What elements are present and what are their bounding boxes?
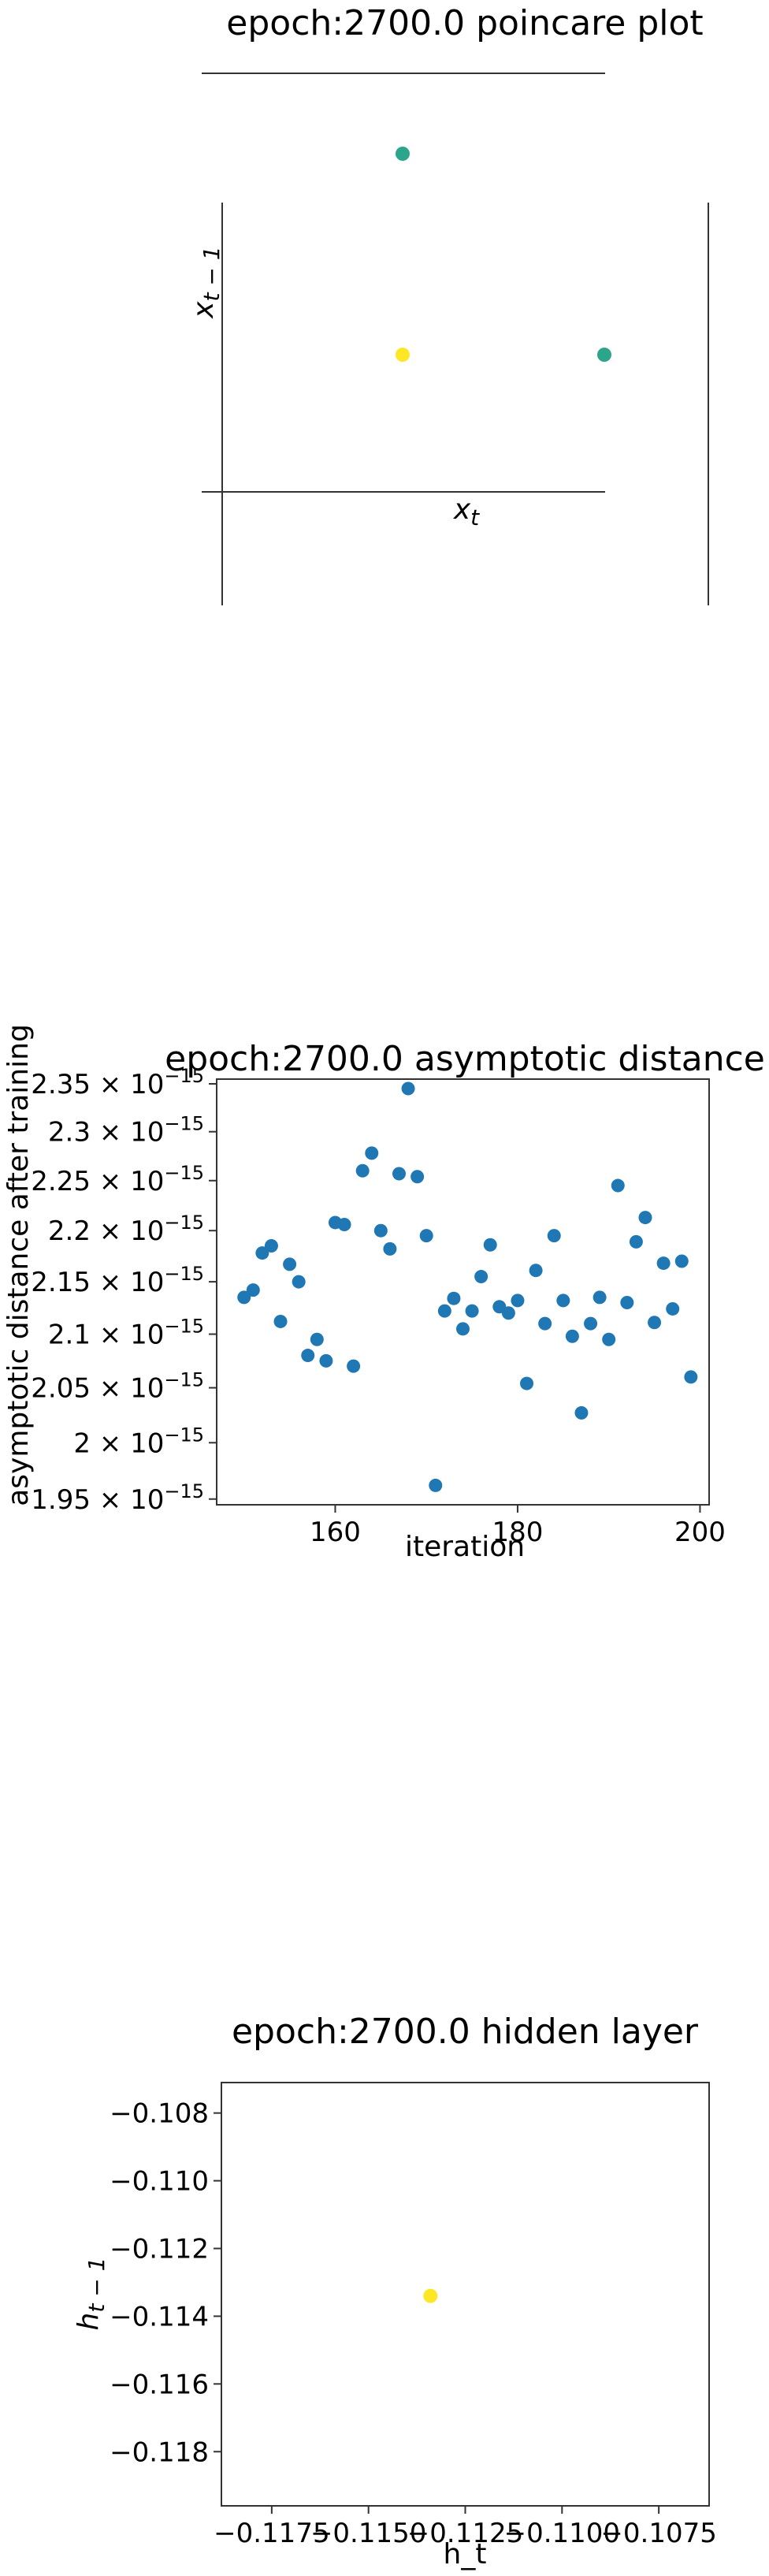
poincare-points (396, 147, 611, 362)
asymptotic-point-31 (520, 1376, 534, 1390)
asymptotic-point-30 (511, 1294, 525, 1308)
asymptotic-y-tick-label-8: 2.35 × 10−15 (31, 1065, 204, 1100)
asymptotic-x-label: iteration (405, 1531, 525, 1563)
asymptotic-point-34 (547, 1229, 561, 1243)
poincare-point-2 (597, 348, 611, 362)
asymptotic-points (237, 1081, 698, 1492)
asymptotic-plot-title: epoch:2700.0 asymptotic distance (165, 1039, 765, 1079)
asymptotic-y-tick-label-1: 2 × 10−15 (73, 1424, 204, 1459)
asymptotic-point-20 (419, 1229, 433, 1243)
hidden-x-label: h_t (444, 2538, 487, 2570)
asymptotic-point-13 (355, 1163, 370, 1178)
asymptotic-x-tick-label-2: 200 (674, 1517, 726, 1548)
asymptotic-point-19 (411, 1170, 425, 1184)
poincare-plot-title: epoch:2700.0 poincare plot (226, 3, 703, 43)
asymptotic-y-tick-label-3: 2.1 × 10−15 (48, 1316, 204, 1351)
asymptotic-point-40 (602, 1332, 616, 1346)
asymptotic-y-tick-label-7: 2.3 × 10−15 (48, 1113, 204, 1148)
asymptotic-point-21 (429, 1478, 443, 1492)
poincare-point-1 (396, 348, 410, 362)
hidden-y-ticks: −0.108 −0.110 −0.112 −0.114 −0.116 −0.118 (110, 2098, 221, 2468)
asymptotic-point-9 (319, 1353, 333, 1368)
hidden-y-tick-label-1: −0.110 (110, 2166, 209, 2198)
asymptotic-point-15 (373, 1223, 388, 1238)
asymptotic-point-3 (264, 1239, 278, 1253)
hidden-x-tick-label-4: −0.1075 (600, 2518, 716, 2549)
asymptotic-y-label: asymptotic distance after training (2, 1024, 35, 1506)
asymptotic-point-22 (437, 1304, 451, 1318)
asymptotic-point-8 (310, 1332, 324, 1346)
asymptotic-point-25 (465, 1304, 479, 1318)
asymptotic-x-ticks: 160 180 200 (310, 1505, 726, 1548)
asymptotic-point-4 (273, 1314, 288, 1328)
poincare-y-label: xt − 1 (188, 246, 225, 318)
poincare-x-label: xt (453, 493, 480, 530)
asymptotic-point-39 (593, 1290, 607, 1305)
asymptotic-point-1 (246, 1283, 260, 1297)
hidden-x-tick-label-0: −0.1175 (214, 2518, 329, 2549)
asymptotic-point-23 (447, 1291, 461, 1305)
asymptotic-y-tick-label-4: 2.15 × 10−15 (31, 1263, 204, 1298)
asymptotic-point-0 (237, 1290, 251, 1305)
hidden-x-tick-label-1: −0.1150 (310, 2518, 426, 2549)
asymptotic-point-16 (383, 1241, 397, 1256)
asymptotic-y-tick-label-2: 2.05 × 10−15 (31, 1369, 204, 1405)
hidden-x-tick-label-3: −0.1100 (504, 2518, 620, 2549)
asymptotic-point-48 (674, 1254, 689, 1268)
asymptotic-point-44 (638, 1211, 652, 1225)
asymptotic-point-27 (483, 1238, 497, 1252)
asymptotic-point-26 (474, 1270, 489, 1284)
asymptotic-point-37 (574, 1405, 589, 1420)
asymptotic-point-5 (283, 1257, 297, 1271)
asymptotic-point-29 (501, 1306, 515, 1320)
asymptotic-point-45 (648, 1316, 662, 1330)
hidden-x-ticks: −0.1175−0.1150−0.1125−0.1100−0.1075 (214, 2506, 717, 2549)
asymptotic-plot-frame (216, 1078, 710, 1506)
hidden-layer-plot: epoch:2700.0 hidden layer −0.108−0.110−0… (72, 2012, 717, 2570)
asymptotic-point-46 (656, 1256, 671, 1271)
asymptotic-point-6 (292, 1275, 306, 1289)
hidden-y-tick-label-0: −0.108 (110, 2098, 209, 2130)
asymptotic-point-49 (684, 1370, 698, 1384)
asymptotic-point-41 (611, 1178, 625, 1193)
asymptotic-distance-plot: epoch:2700.0 asymptotic distance 1.95 × … (2, 1024, 765, 1563)
asymptotic-point-14 (365, 1146, 379, 1160)
hidden-y-tick-label-5: −0.118 (110, 2436, 209, 2468)
asymptotic-point-47 (666, 1301, 680, 1316)
poincare-point-0 (396, 147, 410, 161)
asymptotic-point-2 (255, 1246, 269, 1260)
asymptotic-y-tick-label-5: 2.2 × 10−15 (48, 1212, 204, 1247)
hidden-x-tick-label-2: −0.1125 (407, 2518, 523, 2549)
hidden-y-tick-label-4: −0.116 (110, 2369, 209, 2400)
poincare-plot: epoch:2700.0 poincare plot xt xt − 1 (188, 3, 709, 605)
asymptotic-y-ticks: 1.95 × 10−15 2 × 10−15 2.05 × 10−15 2.1 × 1… (31, 1065, 217, 1516)
asymptotic-x-tick-label-0: 160 (310, 1517, 361, 1548)
asymptotic-point-11 (337, 1218, 351, 1232)
asymptotic-point-17 (392, 1167, 406, 1181)
asymptotic-y-tick-label-6: 2.25 × 10−15 (31, 1162, 204, 1197)
asymptotic-point-32 (529, 1264, 543, 1278)
asymptotic-point-33 (538, 1316, 552, 1331)
asymptotic-point-24 (456, 1322, 470, 1336)
hidden-y-tick-label-3: −0.114 (110, 2301, 209, 2332)
asymptotic-point-36 (565, 1329, 579, 1343)
asymptotic-y-tick-label-0: 1.95 × 10−15 (31, 1480, 204, 1516)
asymptotic-point-38 (584, 1316, 598, 1331)
hidden-points (423, 2288, 438, 2303)
asymptotic-point-7 (301, 1349, 315, 1363)
asymptotic-point-12 (347, 1359, 361, 1373)
asymptotic-point-43 (629, 1234, 643, 1249)
hidden-plot-title: epoch:2700.0 hidden layer (232, 2012, 699, 2052)
hidden-y-label: ht − 1 (72, 2258, 110, 2331)
asymptotic-point-18 (401, 1081, 415, 1096)
hidden-plot-frame (221, 2082, 710, 2507)
asymptotic-x-tick-label-1: 180 (492, 1517, 543, 1548)
hidden-y-tick-label-2: −0.112 (110, 2234, 209, 2265)
asymptotic-point-42 (620, 1295, 634, 1309)
hidden-point-0 (423, 2288, 438, 2303)
asymptotic-point-35 (556, 1294, 570, 1308)
